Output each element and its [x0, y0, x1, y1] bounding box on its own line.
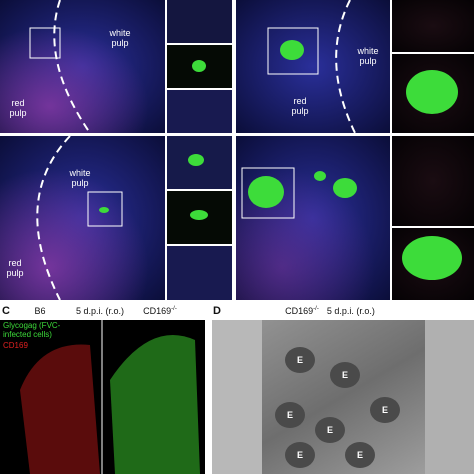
cell-label: E	[297, 355, 303, 365]
zoom-box	[241, 167, 295, 219]
column-label: CD169-/-	[143, 306, 177, 316]
text: pulp	[71, 178, 88, 188]
text: infected cells)	[3, 330, 52, 339]
cells: E E E E E E E	[275, 347, 400, 468]
panel-c: C B6 5 d.p.i. (r.o.) CD169-/- Glycogag (…	[0, 305, 205, 474]
cell	[188, 154, 204, 166]
legend: CD169	[3, 341, 28, 350]
tissue	[110, 335, 200, 474]
legend: Glycogag (FVC-infected cells)	[3, 321, 61, 339]
boundary	[335, 0, 356, 134]
text: white	[356, 46, 378, 56]
cell	[280, 40, 304, 60]
region-label: white pulp	[108, 28, 130, 48]
cell	[406, 70, 458, 114]
inset	[212, 320, 262, 474]
cell	[402, 236, 462, 280]
text: white	[108, 28, 130, 38]
cell	[248, 176, 284, 208]
text: pulp	[6, 268, 23, 278]
zoom-box	[87, 191, 123, 227]
text: red	[8, 258, 21, 268]
text: CD169	[285, 306, 313, 316]
cell	[285, 442, 315, 468]
column-label: B6	[34, 306, 45, 316]
cell	[190, 210, 208, 220]
region-label: white pulp	[68, 168, 90, 188]
region-label: red pulp	[9, 98, 26, 118]
cell	[345, 442, 375, 468]
text: Glycogag (FVC-	[3, 321, 61, 330]
inset	[167, 90, 232, 133]
region-label: red pulp	[291, 96, 308, 116]
overlay	[0, 136, 165, 300]
sup: -/-	[313, 306, 319, 312]
text: red	[11, 98, 24, 108]
panel-a-top: white pulp red pulp	[0, 0, 232, 134]
overlay	[0, 0, 165, 133]
cell-label: E	[357, 450, 363, 460]
cell-label: E	[382, 405, 388, 415]
panel-d: D CD169-/- 5 d.p.i. (r.o.) E E E E E E E	[212, 305, 474, 474]
panel-label: C	[2, 305, 10, 317]
tissue	[20, 344, 100, 474]
cell-label: E	[342, 370, 348, 380]
text: pulp	[359, 56, 376, 66]
panel-a-bottom: white pulp red pulp	[0, 135, 232, 301]
inset	[167, 0, 232, 43]
cell	[285, 347, 315, 373]
region-label: red pulp	[6, 258, 23, 278]
zoom-box	[29, 27, 61, 59]
cell-label: E	[297, 450, 303, 460]
boundary	[53, 0, 91, 134]
cell	[192, 60, 206, 72]
panel-b: white pulp red pulp	[236, 0, 474, 300]
header: 5 d.p.i. (r.o.)	[76, 306, 124, 316]
text: red	[293, 96, 306, 106]
cell-label: E	[287, 410, 293, 420]
inset	[425, 320, 474, 474]
inset	[392, 0, 474, 52]
region-label: white pulp	[356, 46, 378, 66]
text: 5 d.p.i. (r.o.)	[327, 306, 375, 316]
zoom-box	[267, 27, 319, 75]
inset	[392, 136, 474, 226]
cell	[330, 362, 360, 388]
header: CD169-/- 5 d.p.i. (r.o.)	[285, 306, 375, 316]
boundary	[36, 135, 71, 301]
sup: -/-	[171, 306, 177, 312]
text: CD169	[143, 306, 171, 316]
cell	[314, 171, 326, 181]
text: white	[68, 168, 90, 178]
cell	[315, 417, 345, 443]
inset	[167, 246, 232, 300]
cell	[333, 178, 357, 198]
cell	[370, 397, 400, 423]
cell-label: E	[327, 425, 333, 435]
text: pulp	[111, 38, 128, 48]
panel-label: D	[213, 305, 221, 317]
text: pulp	[291, 106, 308, 116]
micrograph	[236, 0, 390, 133]
text: pulp	[9, 108, 26, 118]
cell	[99, 207, 109, 213]
cell	[275, 402, 305, 428]
